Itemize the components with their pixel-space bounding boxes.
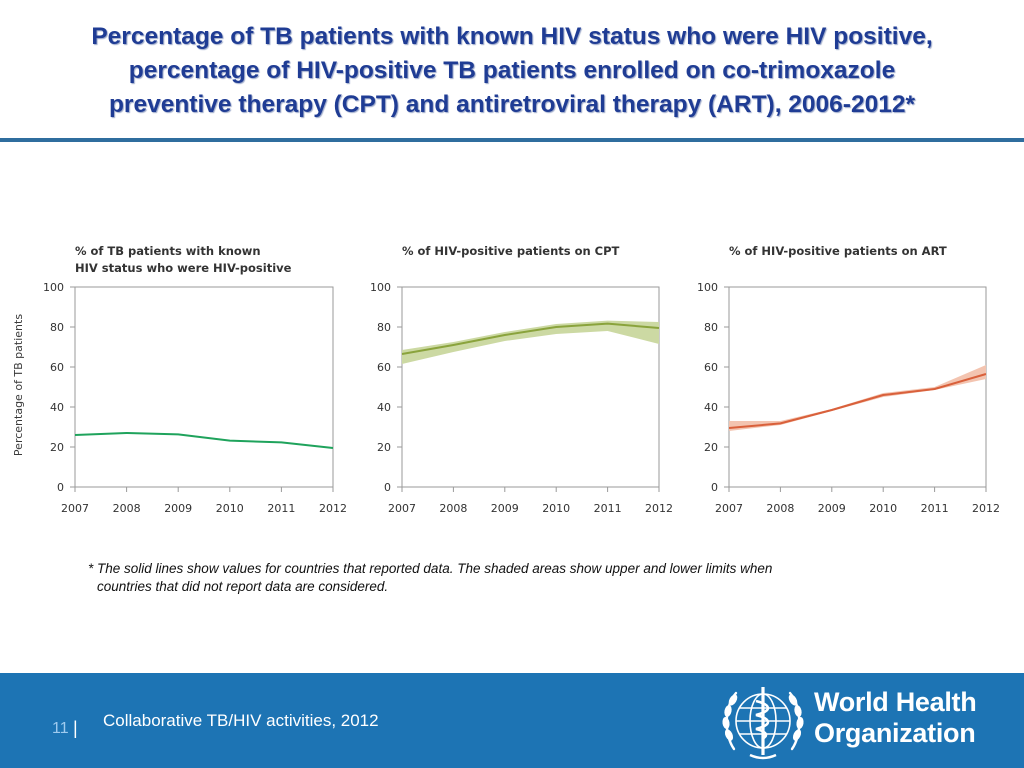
y-tick-label: 80 — [704, 321, 718, 334]
x-tick-label: 2009 — [491, 502, 519, 515]
y-tick-label: 20 — [704, 441, 718, 454]
y-tick-label: 100 — [43, 281, 64, 294]
page-separator: | — [73, 718, 78, 738]
logo-line: World Health — [814, 687, 977, 717]
y-tick-label: 60 — [50, 361, 64, 374]
x-tick-label: 2010 — [542, 502, 570, 515]
y-tick-label: 40 — [377, 401, 391, 414]
y-tick-label: 60 — [377, 361, 391, 374]
footnote: * The solid lines show values for countr… — [88, 560, 908, 596]
title-line: Percentage of TB patients with known HIV… — [91, 23, 933, 50]
series-line — [728, 373, 987, 429]
footer-bar: 11 | Collaborative TB/HIV activities, 20… — [0, 673, 1024, 768]
uncertainty-band — [402, 320, 659, 364]
series-line — [401, 322, 660, 355]
y-tick-label: 80 — [377, 321, 391, 334]
y-tick-label: 100 — [697, 281, 718, 294]
y-tick-label: 0 — [57, 481, 64, 494]
x-tick-label: 2012 — [972, 502, 1000, 515]
chart-3: % of HIV-positive patients on ART 0 20 40 60… — [697, 244, 1000, 515]
chart-title-line: % of HIV-positive patients on ART — [729, 244, 947, 258]
uncertainty-band — [729, 365, 986, 431]
title-line: percentage of HIV-positive TB patients e… — [128, 57, 896, 84]
x-tick-label: 2011 — [921, 502, 949, 515]
y-tick-label: 0 — [384, 481, 391, 494]
chart-title-line: % of HIV-positive patients on CPT — [402, 244, 620, 258]
footer-text: Collaborative TB/HIV activities, 2012 — [103, 711, 379, 730]
x-tick-label: 2007 — [715, 502, 743, 515]
who-emblem-icon — [722, 687, 804, 760]
plot-frame — [401, 286, 660, 488]
x-tick-label: 2008 — [113, 502, 141, 515]
y-tick-label: 20 — [377, 441, 391, 454]
x-tick-label: 2007 — [388, 502, 416, 515]
y-tick-label: 20 — [50, 441, 64, 454]
series-line — [74, 432, 334, 449]
x-tick-label: 2011 — [267, 502, 295, 515]
y-tick-label: 40 — [50, 401, 64, 414]
chart-title-line: HIV status who were HIV-positive — [75, 261, 292, 275]
title-line: preventive therapy (CPT) and antiretrovi… — [108, 91, 916, 118]
slide-title: Percentage of TB patients with known HIV… — [10, 20, 1014, 122]
chart-title-line: % of TB patients with known — [75, 244, 261, 258]
x-tick-label: 2009 — [164, 502, 192, 515]
x-tick-label: 2010 — [869, 502, 897, 515]
y-tick-label: 40 — [704, 401, 718, 414]
page-number: 11 — [52, 720, 69, 737]
y-tick-label: 100 — [370, 281, 391, 294]
x-tick-label: 2008 — [439, 502, 467, 515]
charts-panel: Percentage of TB patients % of TB patien… — [12, 244, 1000, 515]
x-tick-label: 2009 — [818, 502, 846, 515]
y-tick-label: 0 — [711, 481, 718, 494]
x-tick-label: 2010 — [216, 502, 244, 515]
title-divider — [0, 138, 1024, 142]
plot-frame — [74, 286, 334, 488]
logo-line: Organization — [814, 718, 976, 748]
x-tick-label: 2007 — [61, 502, 89, 515]
x-tick-label: 2012 — [319, 502, 347, 515]
chart-2: % of HIV-positive patients on CPT 0 20 40 60… — [370, 244, 673, 515]
who-logo-text: World Health Organization — [814, 687, 977, 749]
footnote-line: * The solid lines show values for countr… — [88, 561, 773, 576]
footnote-line: countries that did not report data are c… — [97, 579, 389, 594]
x-tick-label: 2008 — [766, 502, 794, 515]
y-tick-label: 60 — [704, 361, 718, 374]
x-tick-label: 2011 — [594, 502, 622, 515]
plot-frame — [728, 286, 987, 488]
x-tick-label: 2012 — [645, 502, 673, 515]
chart-1: % of TB patients with known HIV status wh… — [43, 244, 347, 515]
y-tick-label: 80 — [50, 321, 64, 334]
y-axis-label: Percentage of TB patients — [12, 314, 25, 456]
